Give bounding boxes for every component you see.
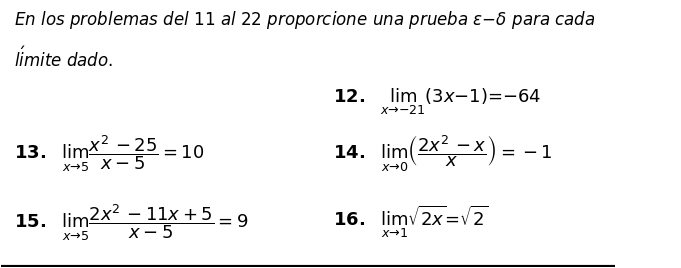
Text: $\it{l\'{i}mite\ dado.}$: $\it{l\'{i}mite\ dado.}$ <box>14 46 113 71</box>
Text: $\it{En\ los\ problemas\ del\ 11\ al\ 22\ proporcione\ una\ prueba\ }$$\varepsil: $\it{En\ los\ problemas\ del\ 11\ al\ 22… <box>14 9 595 31</box>
Text: $\mathbf{13.}\ \ \lim_{x\to 5}\dfrac{x^2-25}{x-5} = 10$: $\mathbf{13.}\ \ \lim_{x\to 5}\dfrac{x^2… <box>14 134 204 174</box>
Text: $\mathbf{14.}\ \ \lim_{x\to 0}\left(\dfrac{2x^2-x}{x}\right) = -1$: $\mathbf{14.}\ \ \lim_{x\to 0}\left(\dfr… <box>333 134 552 174</box>
Text: $\mathbf{16.}\ \ \lim_{x\to 1}\sqrt{2x} = \sqrt{2}$: $\mathbf{16.}\ \ \lim_{x\to 1}\sqrt{2x} … <box>333 203 488 240</box>
Text: $\mathbf{12.}\ \ \lim_{x\to -21}(3x-1) = -64$: $\mathbf{12.}\ \ \lim_{x\to -21}(3x-1) =… <box>333 86 541 117</box>
Text: $\mathbf{15.}\ \ \lim_{x\to 5}\dfrac{2x^2-11x+5}{x-5} = 9$: $\mathbf{15.}\ \ \lim_{x\to 5}\dfrac{2x^… <box>14 203 249 243</box>
